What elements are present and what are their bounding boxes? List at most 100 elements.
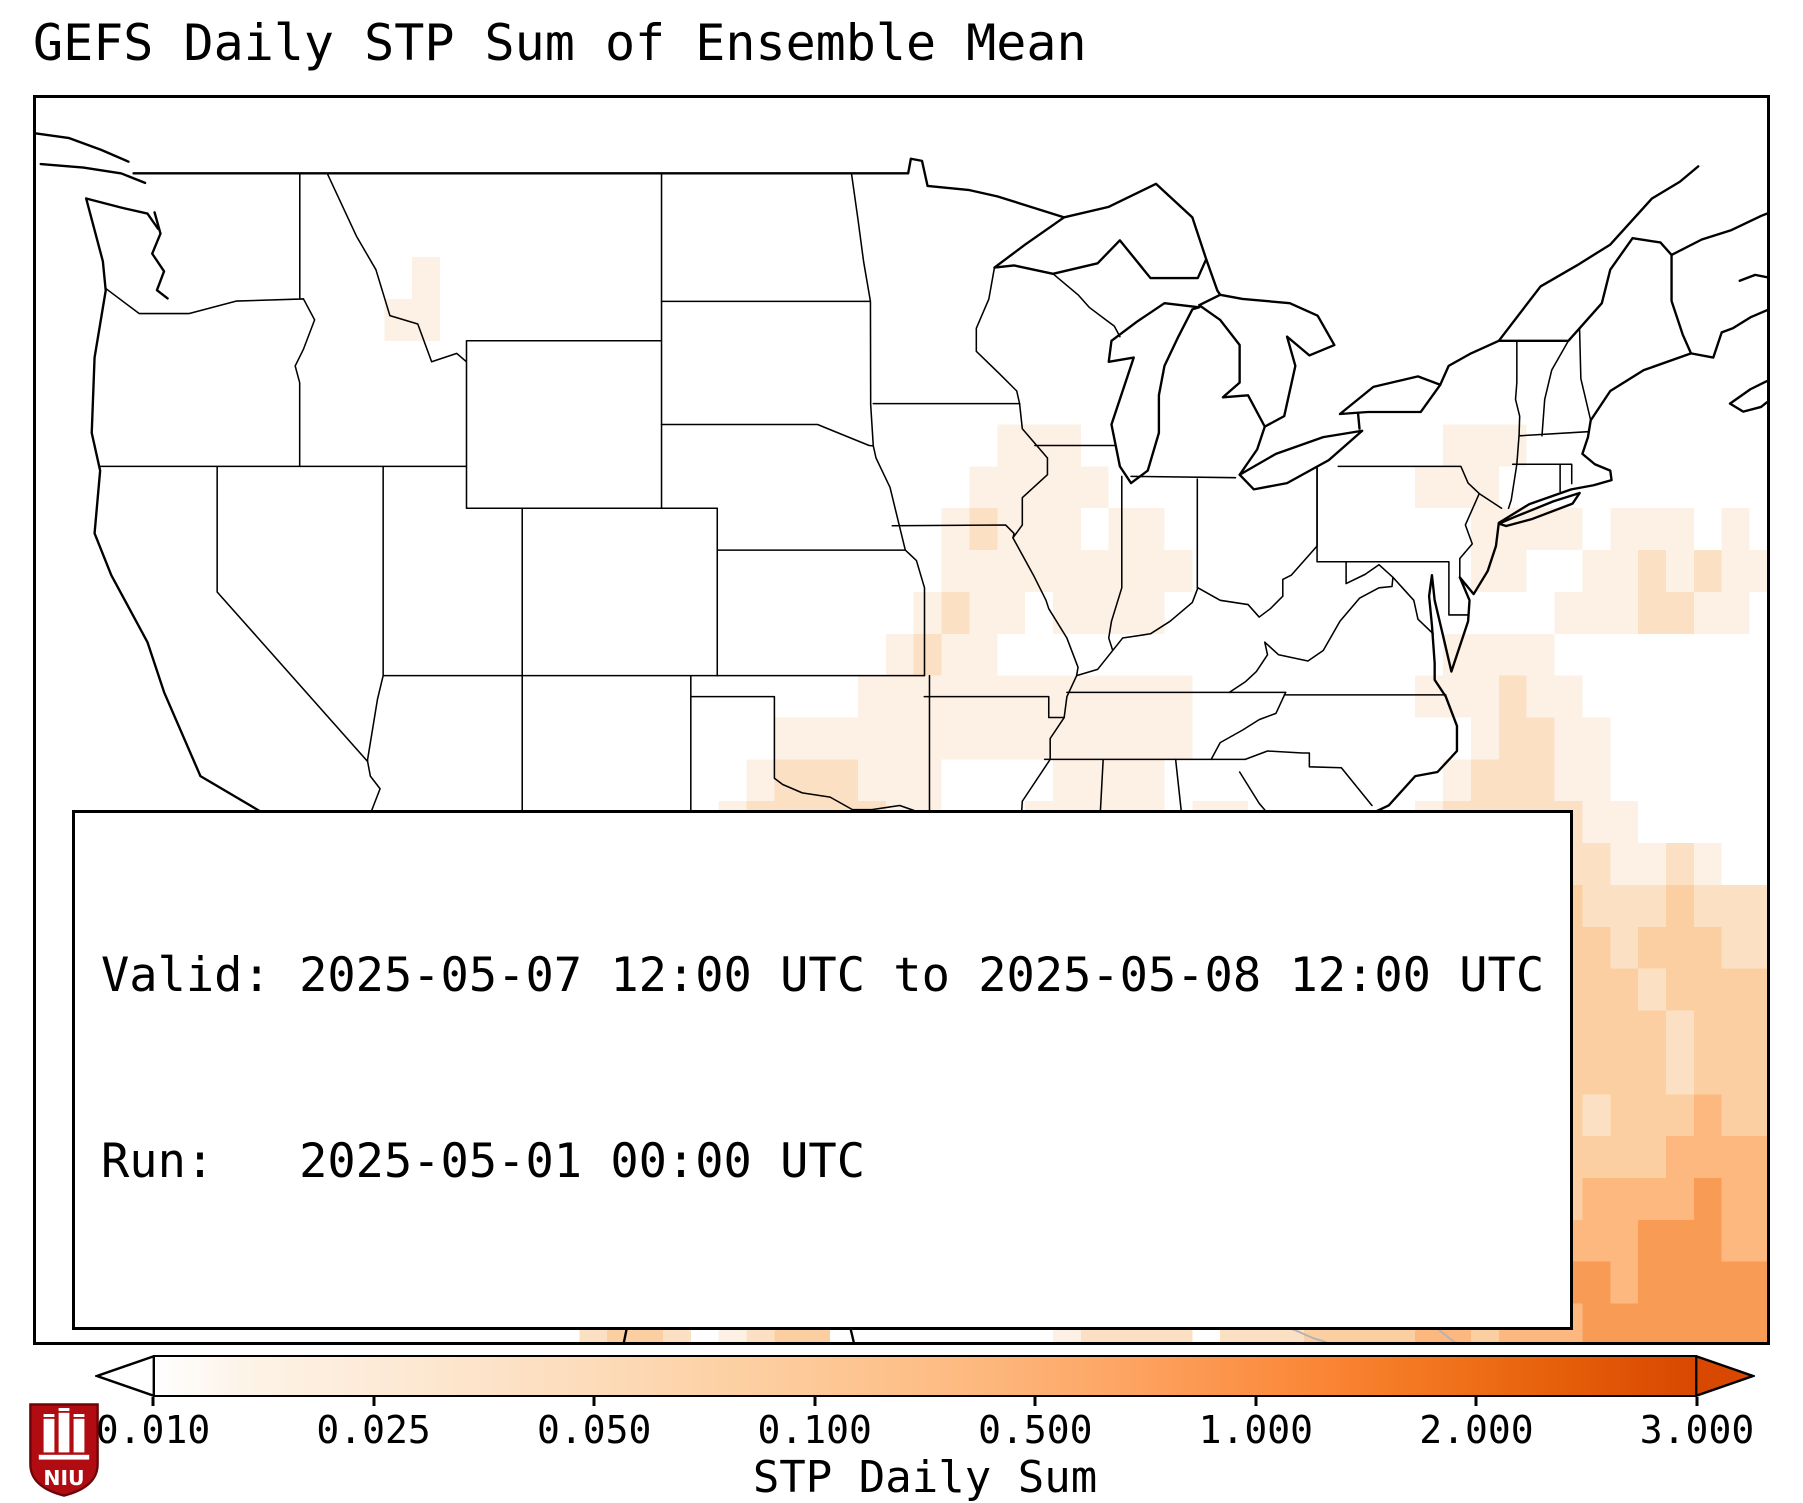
colorbar-tick-mark (1695, 1397, 1699, 1406)
heat-cell (997, 466, 1026, 509)
heat-cell (1610, 591, 1639, 634)
heat-cell (941, 550, 970, 592)
heat-cell (1638, 1261, 1666, 1304)
heat-cell (941, 508, 970, 551)
heat-cell (1721, 1261, 1750, 1304)
long-island (1497, 491, 1581, 528)
heat-cell (1443, 675, 1471, 718)
heat-cell (830, 717, 858, 760)
heat-cell (1470, 508, 1499, 551)
heat-cell (1470, 675, 1499, 718)
heat-cell (1470, 550, 1499, 592)
heat-cell (1526, 633, 1555, 676)
heat-cell (969, 717, 998, 760)
heat-cell (1638, 1136, 1666, 1178)
heat-cell (774, 717, 803, 760)
heat-cell (1108, 759, 1137, 802)
heat-cell (1693, 1177, 1722, 1220)
heat-cell (1498, 717, 1527, 760)
colorbar-tick-label: 0.500 (978, 1408, 1093, 1452)
heat-cell (1443, 759, 1471, 802)
heat-cell (1693, 1010, 1722, 1053)
heat-cell (1582, 968, 1611, 1011)
heat-cell (1721, 1136, 1750, 1178)
heat-cell (885, 633, 914, 676)
heat-cell (1721, 1177, 1750, 1220)
heat-cell (1582, 1177, 1611, 1220)
heat-cell (1582, 884, 1611, 927)
heat-cell (1749, 968, 1767, 1011)
colorbar-tick-mark (592, 1397, 596, 1406)
heat-cell (1582, 759, 1611, 802)
heat-cell (1721, 550, 1750, 592)
heat-cell (1136, 550, 1165, 592)
heat-cell (1470, 633, 1499, 676)
heat-cell (1721, 968, 1750, 1011)
heat-cell (1638, 926, 1666, 969)
niu-logo-text: NIU (43, 1466, 84, 1490)
heat-cell (1053, 550, 1081, 592)
colorbar-bar (153, 1355, 1697, 1397)
colorbar-tick-mark (1254, 1397, 1258, 1406)
heat-cell (969, 508, 998, 551)
heat-cell (1053, 466, 1081, 509)
heat-cell (746, 759, 775, 802)
heat-cell (1693, 1219, 1722, 1262)
valid-line: Valid: 2025-05-07 12:00 UTC to 2025-05-0… (101, 947, 1545, 1003)
colorbar-tick-mark (1033, 1397, 1037, 1406)
heat-cell (1554, 759, 1583, 802)
heat-cell (1498, 550, 1527, 592)
heat-cell (1665, 1177, 1694, 1220)
colorbar-right-arrow-icon (1695, 1355, 1755, 1397)
state-borders-northeast (1337, 327, 1592, 579)
heat-cell (1610, 1136, 1639, 1178)
heat-cell (1526, 508, 1555, 551)
state-borders-plains (660, 172, 1021, 677)
heat-cell (1582, 1052, 1611, 1095)
heat-cell (1025, 508, 1054, 551)
heat-cell (1610, 843, 1639, 885)
heat-cell (857, 675, 886, 718)
niu-castle-icon (38, 1408, 90, 1460)
lake-superior (993, 182, 1208, 280)
heat-cell (1638, 884, 1666, 927)
heat-cell (1610, 1303, 1639, 1342)
heat-cell (1693, 591, 1722, 634)
colorbar-tick-label: 1.000 (1198, 1408, 1314, 1452)
heat-cell (1025, 466, 1054, 509)
heat-cell (913, 591, 942, 634)
heat-cell (1638, 1052, 1666, 1095)
heat-cell (1610, 1094, 1639, 1137)
heat-cell (1693, 884, 1722, 927)
colorbar-tick-label: 2.000 (1419, 1408, 1534, 1452)
heat-cell (412, 257, 441, 299)
heat-cell (1582, 717, 1611, 760)
heat-cell (1638, 550, 1666, 592)
heat-cell (1080, 466, 1109, 509)
heat-cell (1749, 1303, 1767, 1342)
heat-cell (997, 508, 1026, 551)
heat-cell (1053, 508, 1081, 551)
heat-cell (941, 633, 970, 676)
heat-cell (1415, 466, 1444, 509)
heat-cell (1136, 508, 1165, 551)
colorbar-tick-label: 3.000 (1639, 1408, 1755, 1452)
heat-cell (1665, 508, 1694, 551)
heat-cell (1554, 508, 1583, 551)
heat-cell (1749, 926, 1767, 969)
colorbar-tick-mark (813, 1397, 817, 1406)
colorbar-left-arrow-icon (95, 1355, 155, 1397)
heat-cell (1498, 675, 1527, 718)
heat-cell (913, 759, 942, 802)
heat-cell (1582, 1261, 1611, 1304)
heat-cell (1638, 1094, 1666, 1137)
colorbar-tick-mark (151, 1397, 155, 1406)
heat-cell (1498, 633, 1527, 676)
state-borders-west (99, 172, 926, 913)
heat-cell (1136, 717, 1165, 760)
lake-huron (1198, 293, 1336, 428)
heat-cell (997, 717, 1026, 760)
heat-cell (1582, 801, 1611, 844)
heat-cell (1554, 675, 1583, 718)
heat-cell (857, 717, 886, 760)
